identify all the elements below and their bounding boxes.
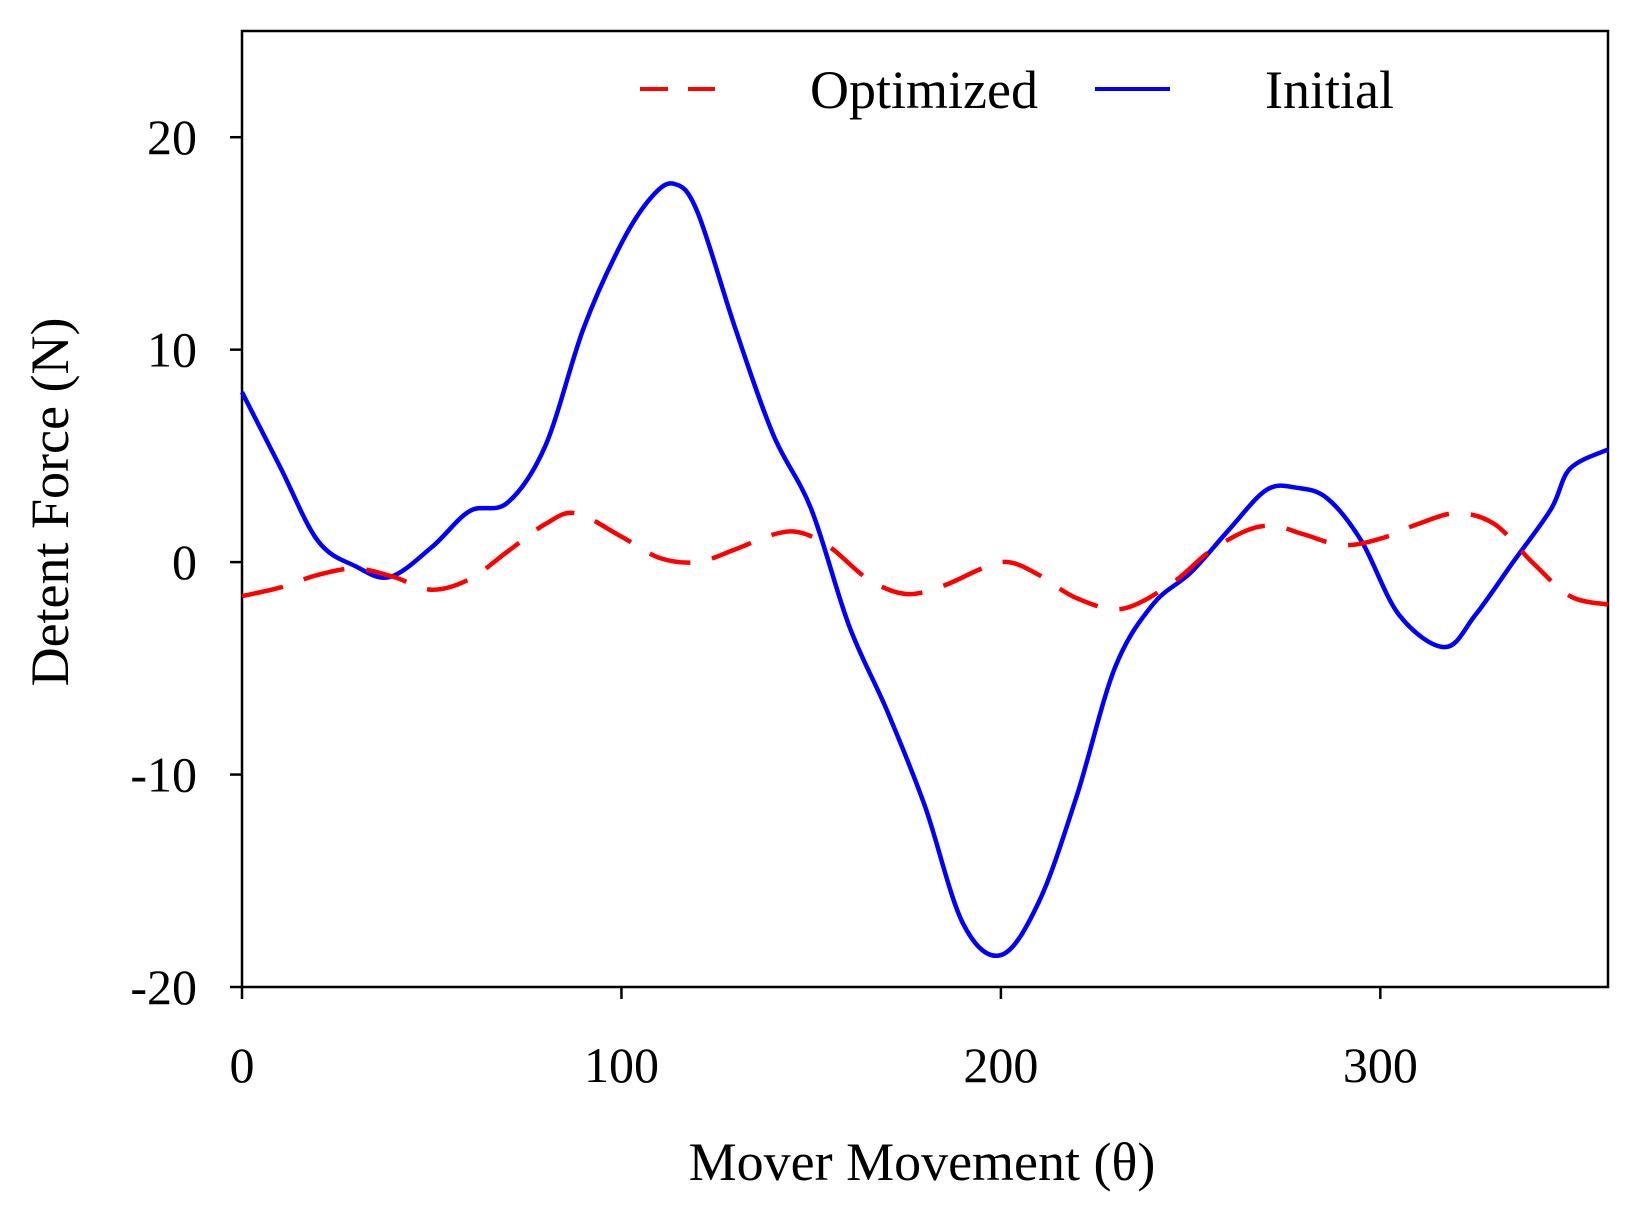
x-tick-label: 300	[1343, 1037, 1418, 1093]
x-axis-title: Mover Movement (θ)	[689, 1132, 1156, 1192]
x-tick-label: 100	[584, 1037, 659, 1093]
x-tick-label: 0	[230, 1037, 255, 1093]
legend-label-optimized: Optimized	[810, 60, 1038, 120]
x-axis: 0 100 200 300	[230, 987, 1418, 1093]
x-tick-label: 200	[963, 1037, 1038, 1093]
series-line-initial	[239, 181, 1610, 959]
series-line-optimized	[241, 510, 1609, 612]
y-tick-label: 0	[172, 534, 197, 590]
legend-label-initial: Initial	[1265, 60, 1394, 120]
series-layer	[239, 181, 1610, 959]
y-axis-title: Detent Force (N)	[20, 318, 80, 687]
plot-area	[239, 29, 1610, 989]
y-tick-label: 10	[147, 322, 197, 378]
y-tick-label: -10	[130, 747, 197, 803]
y-tick-label: 20	[147, 109, 197, 165]
y-tick-label: -20	[130, 959, 197, 1015]
y-axis: -20 -10 0 10 20	[130, 109, 242, 1015]
legend: Optimized Initial	[640, 60, 1394, 120]
plot-frame	[240, 29, 1610, 989]
